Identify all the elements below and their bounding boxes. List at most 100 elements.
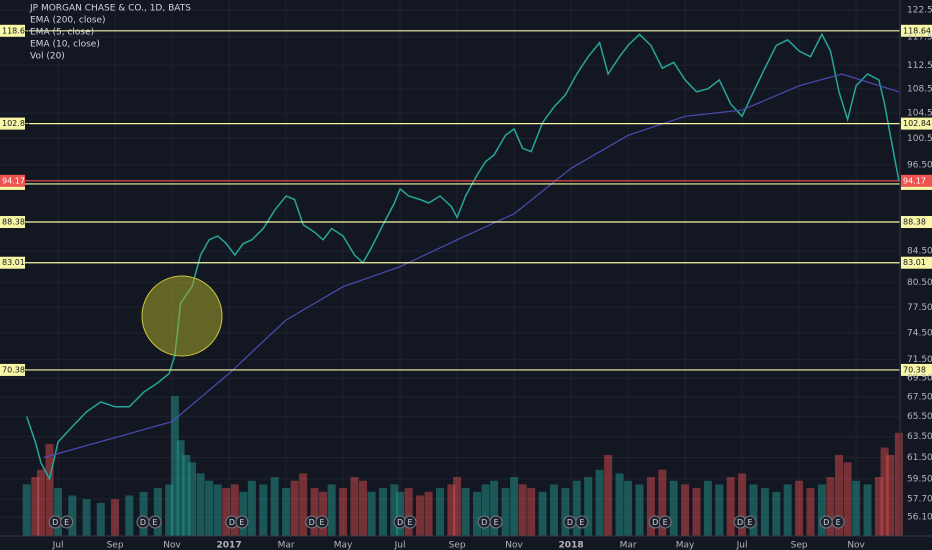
volume-bar (125, 495, 134, 536)
level-label: 70.38 (2, 365, 25, 374)
level-label: 102.84 (903, 119, 931, 128)
volume-bar (205, 480, 214, 536)
event-label: E (319, 518, 324, 527)
volume-bar (549, 484, 558, 536)
volume-bar (795, 480, 804, 536)
event-marker (235, 515, 249, 529)
event-label: E (239, 518, 244, 527)
event-marker (148, 515, 162, 529)
event-label: D (140, 518, 146, 527)
volume-bar (604, 454, 613, 536)
volume-bar (501, 488, 510, 536)
volume-bar (880, 447, 889, 536)
x-tick-label: Sep (449, 541, 466, 550)
y-tick-label: 112.50 (907, 61, 932, 71)
volume-bar (230, 484, 239, 536)
event-label: E (836, 518, 841, 527)
x-tick-label: Jul (52, 541, 64, 550)
volume-bar (817, 484, 826, 536)
volume-bar (390, 484, 399, 536)
legend-indicator: Vol (20) (30, 52, 65, 62)
y-tick-label: 56.10 (907, 513, 932, 523)
event-marker (60, 515, 74, 529)
event-label: E (663, 518, 668, 527)
volume-bar (826, 477, 835, 536)
volume-bar (319, 491, 328, 536)
level-label-bg (0, 216, 25, 229)
volume-bar (196, 473, 205, 536)
volume-bar (874, 477, 883, 536)
axes: 122.50 117.50 112.50 108.50 104.50 100.50 96.5… (48, 5, 932, 550)
volume-bar (36, 469, 45, 536)
x-tick-label: Sep (791, 541, 808, 550)
volume-bar (461, 488, 470, 536)
volume-bar (481, 484, 490, 536)
y-tick-label: 77.50 (907, 303, 932, 313)
event-label: E (579, 518, 584, 527)
legend-title: JP MORGAN CHASE & CO., 1D, BATS (29, 4, 191, 14)
volume-bar (726, 477, 735, 536)
volume-bar (703, 480, 712, 536)
volume-bar (595, 469, 604, 536)
volume-bar (852, 480, 861, 536)
level-label-bg (0, 363, 25, 376)
volume-bar (176, 440, 185, 536)
volume-bar (863, 484, 872, 536)
volume-bar (510, 477, 519, 536)
last-price-label-bg (901, 174, 932, 187)
volume-bar (139, 491, 148, 536)
level-label-bg (901, 24, 932, 37)
volume-bar (350, 477, 359, 536)
volume-bar (738, 473, 747, 536)
level-label: 118.64 (903, 26, 931, 35)
level-label-bg (901, 363, 932, 376)
level-label-bg (901, 256, 932, 269)
level-label: 88.38 (2, 218, 25, 227)
legend-indicator: EMA (10, close) (30, 40, 100, 50)
event-label: E (748, 518, 753, 527)
volume-bar (473, 491, 482, 536)
event-marker (403, 515, 417, 529)
volume-bar (222, 488, 231, 536)
volume-bar (165, 484, 174, 536)
volume-pane (22, 396, 903, 536)
volume-bar (170, 396, 179, 536)
volume-bar (453, 477, 462, 536)
volume-bar (327, 484, 336, 536)
level-label: 102.84 (2, 119, 30, 128)
event-marker (315, 515, 329, 529)
volume-bar (247, 480, 256, 536)
level-label: 83.01 (903, 258, 926, 267)
volume-bar (624, 480, 633, 536)
volume-bar (424, 491, 433, 536)
volume-bar (96, 502, 105, 536)
event-label: D (397, 518, 403, 527)
x-tick-label: Jul (394, 541, 406, 550)
volume-bar (111, 499, 120, 536)
volume-bar (22, 484, 31, 536)
last-price-label: 94.17 (903, 176, 926, 185)
volume-bar (527, 488, 536, 536)
highlight-circle (141, 275, 223, 357)
x-tick-label: Nov (505, 541, 523, 550)
event-label: E (408, 518, 413, 527)
volume-bar (518, 484, 527, 536)
ema-line (43, 73, 900, 459)
volume-bar (772, 491, 781, 536)
last-price-label: 94.17 (2, 176, 25, 185)
level-label-bg (901, 117, 932, 130)
level-label: 88.38 (903, 218, 926, 227)
y-tick-label: 104.50 (907, 109, 932, 119)
event-label: D (481, 518, 487, 527)
volume-bar (259, 484, 268, 536)
volume-bar (646, 477, 655, 536)
event-label: E (152, 518, 157, 527)
volume-bar (188, 462, 197, 536)
x-tick-label: Sep (107, 541, 124, 550)
event-marker (575, 515, 589, 529)
volume-bar (68, 495, 77, 536)
volume-bar (843, 462, 852, 536)
volume-bar (749, 484, 758, 536)
